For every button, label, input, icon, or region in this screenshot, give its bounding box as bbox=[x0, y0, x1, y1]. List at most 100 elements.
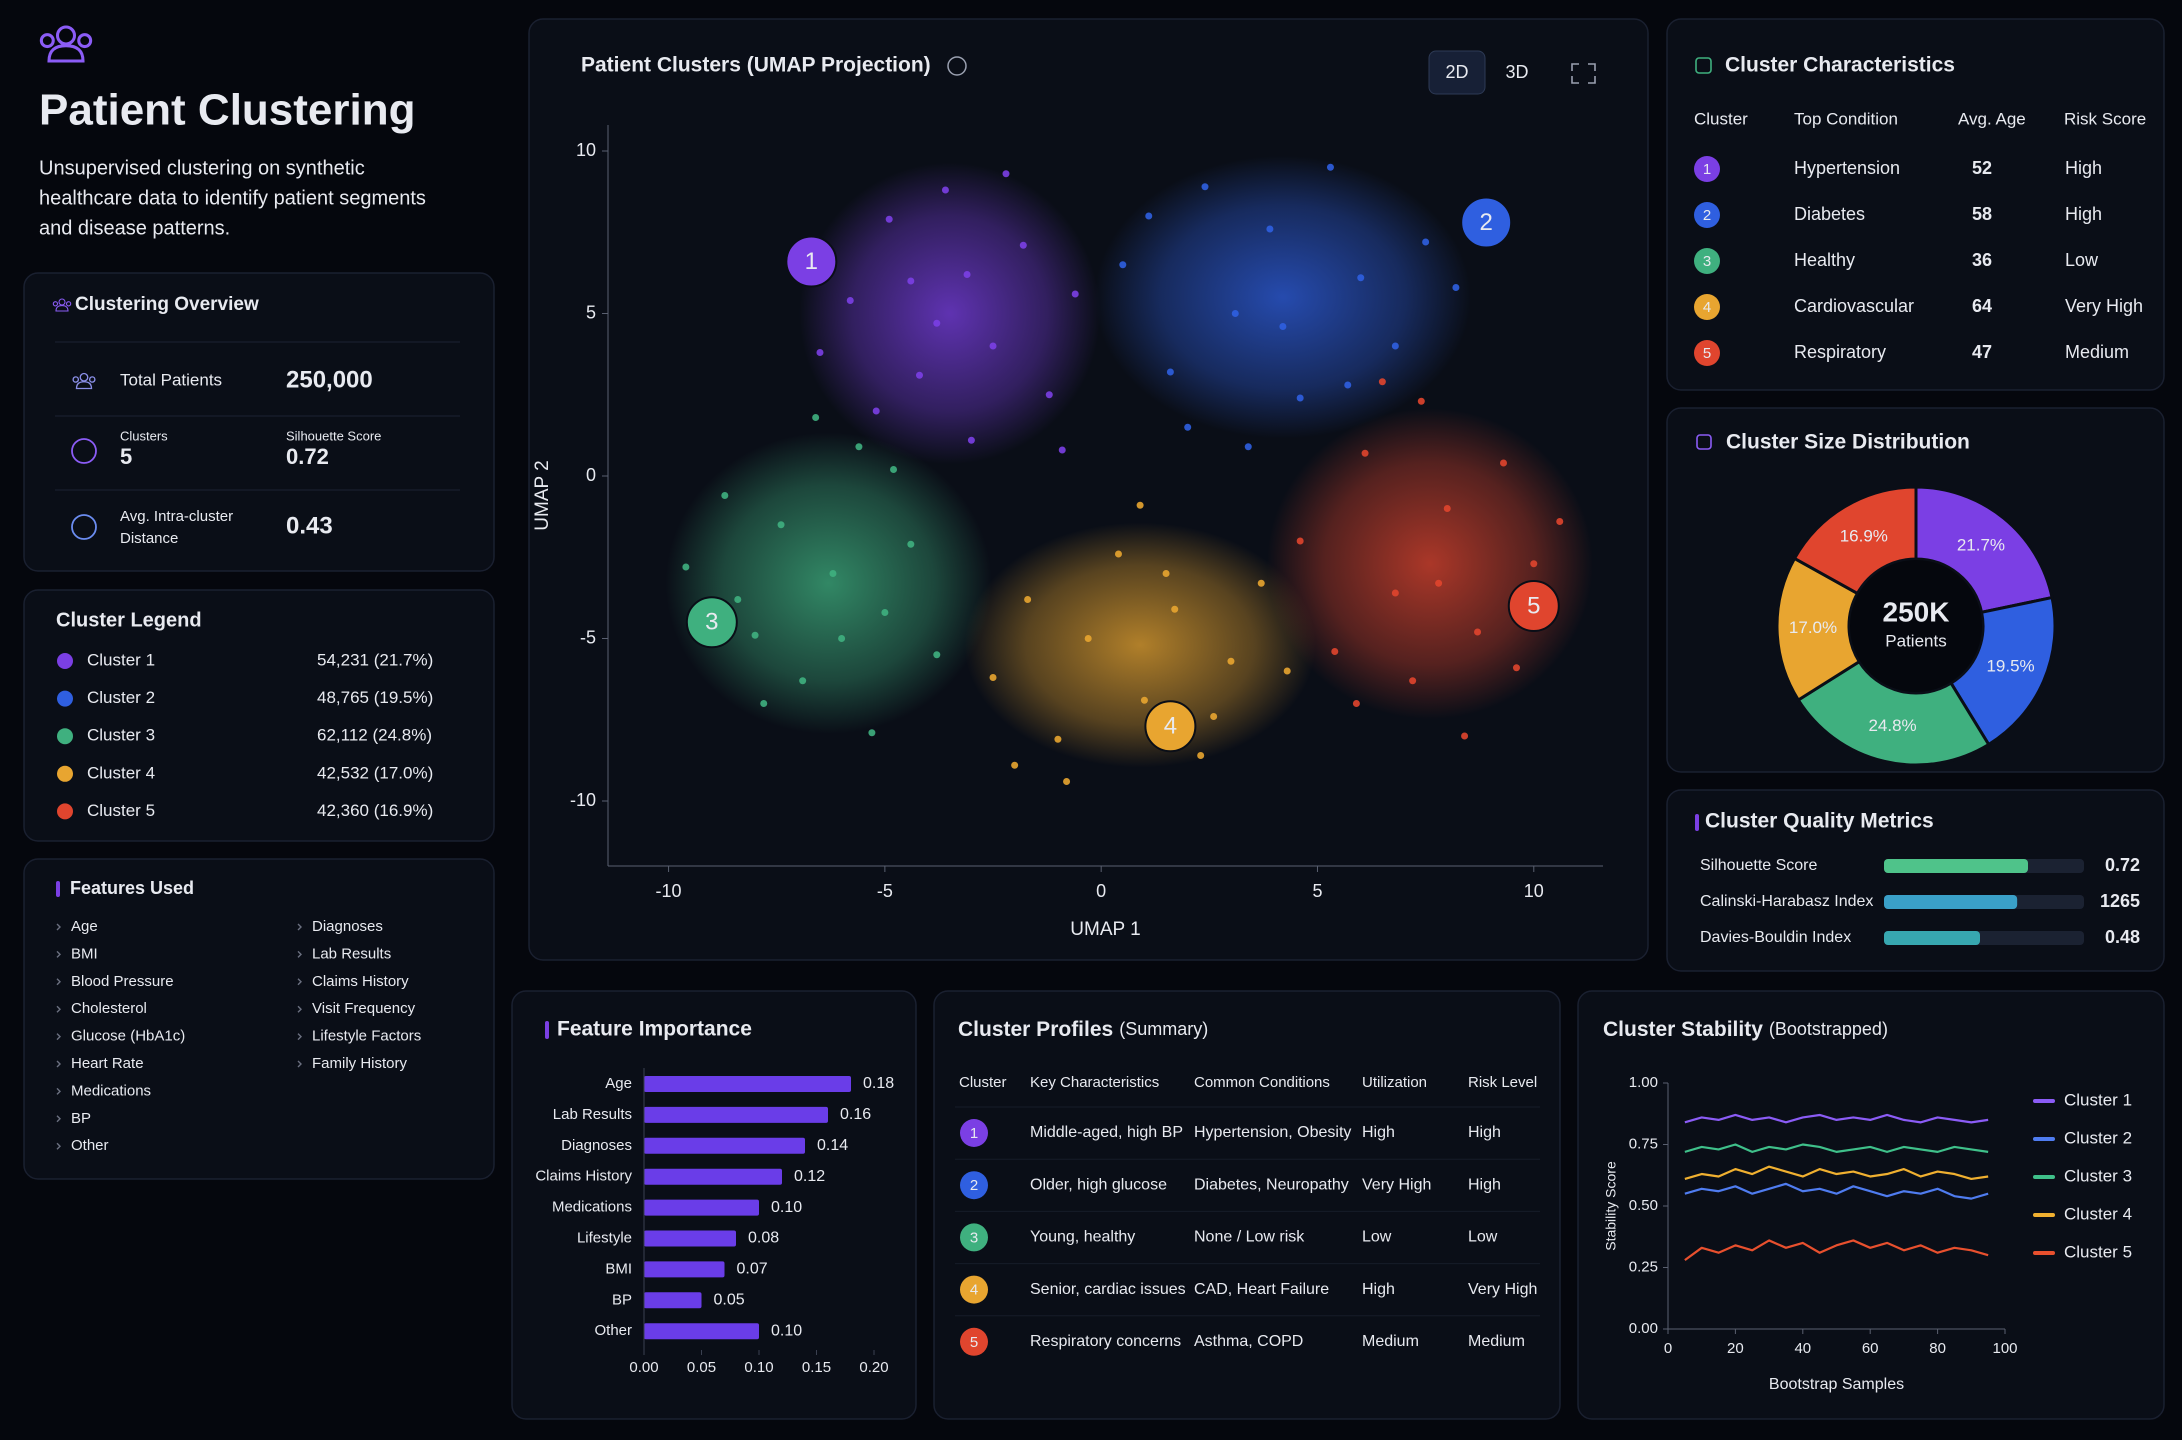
title-accent bbox=[1695, 814, 1699, 831]
feature-item: Heart Rate bbox=[71, 1055, 144, 1072]
table-cell: Diabetes, Neuropathy bbox=[1194, 1176, 1349, 1193]
scatter-point bbox=[1231, 310, 1239, 317]
y-tick-label: Lab Results bbox=[553, 1106, 632, 1123]
scatter-point bbox=[1054, 735, 1062, 743]
risk-cell: High bbox=[2065, 158, 2102, 178]
table-cell: Asthma, COPD bbox=[1194, 1333, 1303, 1350]
scatter-point bbox=[1171, 605, 1179, 613]
icon bbox=[39, 25, 93, 63]
legend-label: Cluster 1 bbox=[2064, 1090, 2132, 1109]
toggle-button[interactable] bbox=[1428, 50, 1486, 95]
utilization-cell: High bbox=[1362, 1124, 1395, 1141]
scatter-point bbox=[1114, 550, 1122, 558]
panel-title: Features Used bbox=[70, 878, 194, 898]
cluster-badge bbox=[685, 596, 738, 649]
scatter-point bbox=[1162, 570, 1170, 577]
cluster-badge-label: 1 bbox=[805, 248, 818, 275]
bar bbox=[644, 1137, 805, 1154]
scatter-point bbox=[1019, 241, 1027, 249]
y-tick-label: 0.50 bbox=[1629, 1197, 1658, 1214]
pie-label: 16.9% bbox=[1840, 527, 1888, 546]
legend-name: Cluster 5 bbox=[87, 801, 155, 820]
scatter-point bbox=[1024, 596, 1032, 603]
bullet bbox=[297, 1005, 302, 1013]
bar bbox=[644, 1323, 759, 1340]
scatter-point bbox=[829, 570, 837, 577]
table-header: Cluster bbox=[959, 1074, 1007, 1091]
cluster-badge bbox=[1694, 202, 1720, 228]
metric-value: 0.72 bbox=[2105, 855, 2140, 875]
panel bbox=[23, 858, 495, 1180]
data-label: 0.14 bbox=[817, 1137, 848, 1154]
cluster-badge bbox=[960, 1171, 988, 1200]
page-description: healthcare data to identify patient segm… bbox=[39, 187, 426, 209]
cluster-cloud bbox=[1094, 155, 1472, 439]
metric-value: 0.43 bbox=[286, 512, 333, 539]
icon-part bbox=[55, 305, 69, 312]
line-series bbox=[1684, 1239, 1989, 1262]
table-cell: Hypertension, Obesity bbox=[1194, 1124, 1351, 1141]
table-cell: Senior, cardiac issues bbox=[1030, 1281, 1186, 1298]
metric-value: 0.48 bbox=[2105, 927, 2140, 947]
y-tick-label: BMI bbox=[605, 1260, 632, 1277]
scatter-point bbox=[1461, 732, 1469, 740]
x-tick-label: 0.20 bbox=[859, 1359, 888, 1376]
scatter-point bbox=[812, 414, 820, 421]
chart-subtitle: (Bootstrapped) bbox=[1769, 1019, 1888, 1039]
scatter-point bbox=[1500, 459, 1507, 467]
scatter-point bbox=[1011, 761, 1019, 769]
scatter-point bbox=[1556, 518, 1564, 525]
scatter-point bbox=[881, 609, 889, 616]
metric-bar bbox=[1884, 931, 1980, 945]
cluster-badge-label: 3 bbox=[705, 609, 718, 636]
title-accent bbox=[545, 1021, 549, 1039]
y-tick-label: 0.25 bbox=[1629, 1258, 1658, 1275]
cluster-badge bbox=[960, 1223, 988, 1252]
y-tick-label: BP bbox=[612, 1291, 632, 1308]
metric-bar bbox=[1884, 859, 2028, 873]
feature-item: Lifestyle Factors bbox=[312, 1028, 421, 1045]
panel-title: Clustering Overview bbox=[75, 294, 259, 315]
pie-slice bbox=[1948, 595, 2057, 747]
scatter-point bbox=[1266, 225, 1274, 233]
scatter-point bbox=[1352, 700, 1360, 707]
data-label: 0.07 bbox=[737, 1261, 768, 1278]
icon-part bbox=[72, 376, 80, 383]
x-tick-label: 0.15 bbox=[802, 1359, 831, 1376]
scatter-point bbox=[963, 271, 971, 278]
label: Silhouette Score bbox=[286, 428, 381, 443]
scatter-point bbox=[868, 729, 876, 737]
scatter-point bbox=[1512, 664, 1520, 672]
cluster-badge-label: 3 bbox=[970, 1229, 978, 1246]
cluster-badge bbox=[1507, 580, 1560, 632]
scatter-point bbox=[907, 277, 915, 285]
cluster-badge bbox=[960, 1275, 988, 1304]
chart-title-main: Cluster Stability bbox=[1603, 1018, 1763, 1041]
page-title: Patient Clustering bbox=[39, 86, 416, 135]
feature-item: Visit Frequency bbox=[312, 1000, 416, 1017]
icon-part bbox=[75, 381, 93, 390]
scatter-point bbox=[1357, 274, 1365, 282]
metric-name: Silhouette Score bbox=[1700, 857, 1818, 874]
cluster-cloud bbox=[799, 162, 1101, 465]
scatter-point bbox=[1279, 323, 1287, 330]
panel bbox=[1666, 789, 2165, 972]
expand-button[interactable] bbox=[1571, 63, 1596, 84]
table-header: Utilization bbox=[1362, 1074, 1427, 1091]
risk-cell: Low bbox=[2065, 250, 2099, 270]
scatter-point bbox=[1435, 579, 1443, 587]
utilization-cell: Low bbox=[1362, 1229, 1392, 1246]
metric-value: 0.72 bbox=[286, 444, 329, 469]
bullet bbox=[56, 1142, 61, 1150]
table-header: Key Characteristics bbox=[1030, 1074, 1159, 1091]
cluster-badge-label: 1 bbox=[970, 1125, 978, 1142]
pie-label: 17.0% bbox=[1789, 618, 1837, 637]
scatter-point bbox=[1071, 290, 1079, 298]
table-header: Common Conditions bbox=[1194, 1074, 1330, 1091]
scatter-point bbox=[1201, 183, 1209, 191]
x-tick-label: -5 bbox=[877, 881, 893, 901]
scatter-point bbox=[1344, 381, 1352, 389]
x-tick-label: 40 bbox=[1794, 1340, 1811, 1357]
y-tick-label: -10 bbox=[570, 790, 596, 810]
y-axis-label: UMAP 2 bbox=[532, 460, 553, 530]
